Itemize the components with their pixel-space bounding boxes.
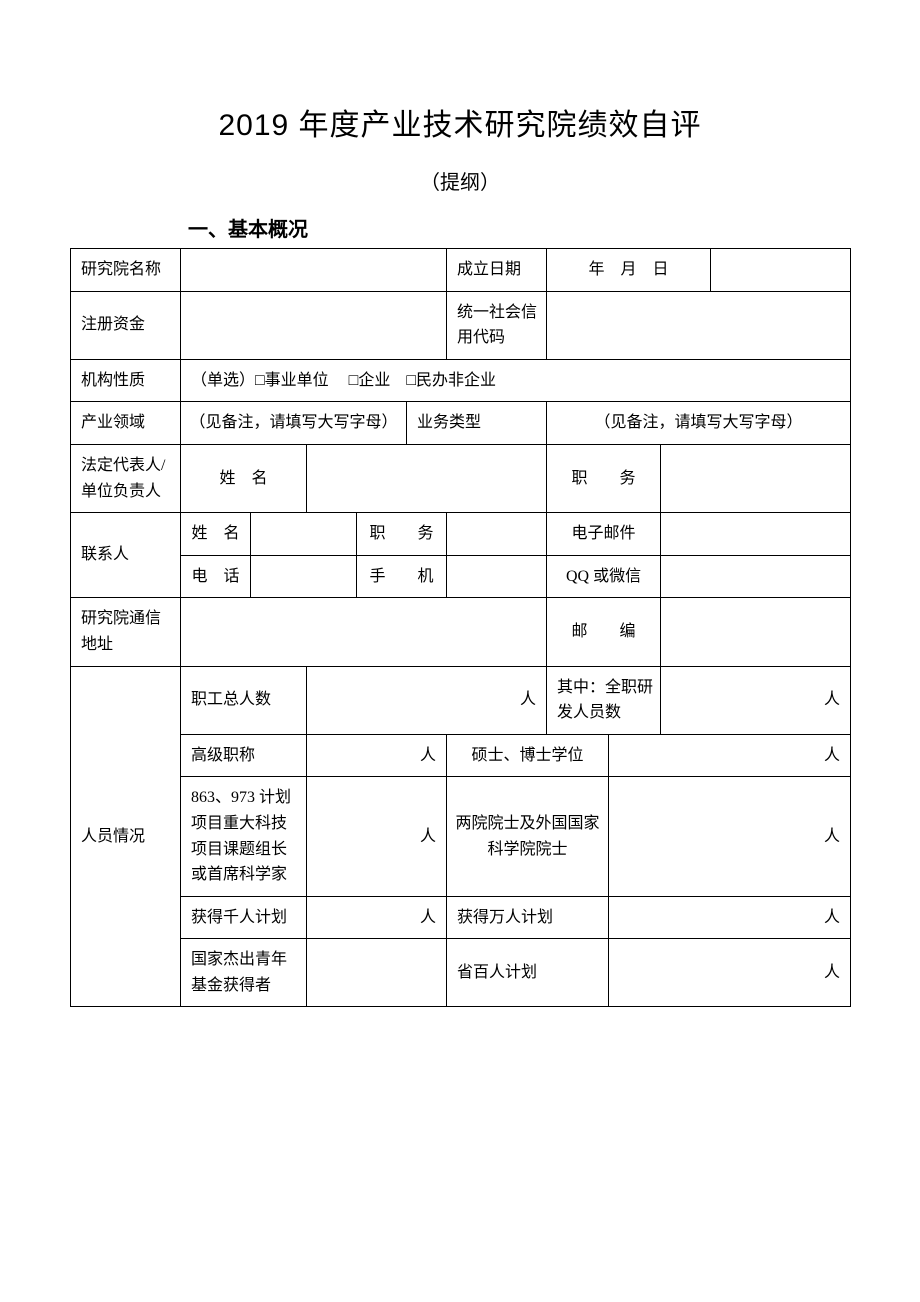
basic-info-table: 研究院名称 成立日期 年 月 日 注册资金 统一社会信用代码 机构性质 （单选）… — [70, 248, 851, 1007]
label-institute-name: 研究院名称 — [71, 249, 181, 292]
field-postcode[interactable] — [661, 598, 851, 666]
field-academician[interactable]: 人 — [609, 777, 851, 896]
field-qq-wechat[interactable] — [661, 555, 851, 598]
label-tenk-plan: 获得万人计划 — [447, 896, 609, 939]
section-header-1: 一、基本概况 — [188, 213, 850, 242]
field-biz-type[interactable]: （见备注，请填写大写字母） — [547, 402, 851, 445]
label-thousand-plan: 获得千人计划 — [181, 896, 307, 939]
label-biz-type: 业务类型 — [407, 402, 547, 445]
field-nsfc-youth[interactable] — [307, 939, 447, 1007]
label-province-100: 省百人计划 — [447, 939, 609, 1007]
label-contact: 联系人 — [71, 513, 181, 598]
field-est-date[interactable]: 年 月 日 — [547, 249, 711, 292]
label-mobile: 手 机 — [357, 555, 447, 598]
field-contact-name[interactable] — [251, 513, 357, 556]
field-degree[interactable]: 人 — [609, 734, 851, 777]
label-contact-position: 职 务 — [357, 513, 447, 556]
page-subtitle: （提纲） — [70, 166, 850, 195]
field-institute-name[interactable] — [181, 249, 447, 292]
label-degree: 硕士、博士学位 — [447, 734, 609, 777]
label-social-code: 统一社会信用代码 — [447, 291, 547, 359]
label-personnel: 人员情况 — [71, 666, 181, 1007]
field-thousand-plan[interactable]: 人 — [307, 896, 447, 939]
field-senior-title[interactable]: 人 — [307, 734, 447, 777]
field-total-staff[interactable]: 人 — [307, 666, 547, 734]
label-postcode: 邮 编 — [547, 598, 661, 666]
field-email[interactable] — [661, 513, 851, 556]
field-industry-field[interactable]: （见备注，请填写大写字母） — [181, 402, 407, 445]
field-contact-position[interactable] — [447, 513, 547, 556]
label-industry-field: 产业领域 — [71, 402, 181, 445]
field-legal-name[interactable] — [307, 444, 547, 512]
field-rd-staff[interactable]: 人 — [661, 666, 851, 734]
label-senior-title: 高级职称 — [181, 734, 307, 777]
label-rd-staff: 其中：全职研发人员数 — [547, 666, 661, 734]
label-est-date: 成立日期 — [447, 249, 547, 292]
label-qq-wechat: QQ 或微信 — [547, 555, 661, 598]
label-address: 研究院通信地址 — [71, 598, 181, 666]
label-reg-capital: 注册资金 — [71, 291, 181, 359]
field-tenk-plan[interactable]: 人 — [609, 896, 851, 939]
field-863-973[interactable]: 人 — [307, 777, 447, 896]
field-est-date-blank — [711, 249, 851, 292]
field-social-code[interactable] — [547, 291, 851, 359]
label-org-type: 机构性质 — [71, 359, 181, 402]
field-province-100[interactable]: 人 — [609, 939, 851, 1007]
label-academician: 两院院士及外国国家科学院院士 — [447, 777, 609, 896]
label-863-973: 863、973 计划项目重大科技项目课题组长或首席科学家 — [181, 777, 307, 896]
label-contact-name: 姓 名 — [181, 513, 251, 556]
field-address[interactable] — [181, 598, 547, 666]
field-reg-capital[interactable] — [181, 291, 447, 359]
label-position: 职 务 — [547, 444, 661, 512]
label-email: 电子邮件 — [547, 513, 661, 556]
label-total-staff: 职工总人数 — [181, 666, 307, 734]
field-phone[interactable] — [251, 555, 357, 598]
field-legal-position[interactable] — [661, 444, 851, 512]
label-name: 姓 名 — [181, 444, 307, 512]
label-phone: 电 话 — [181, 555, 251, 598]
field-mobile[interactable] — [447, 555, 547, 598]
label-nsfc-youth: 国家杰出青年基金获得者 — [181, 939, 307, 1007]
field-org-type[interactable]: （单选）□事业单位 □企业 □民办非企业 — [181, 359, 851, 402]
label-legal-rep: 法定代表人/单位负责人 — [71, 444, 181, 512]
page-title: 2019 年度产业技术研究院绩效自评 — [70, 100, 850, 144]
